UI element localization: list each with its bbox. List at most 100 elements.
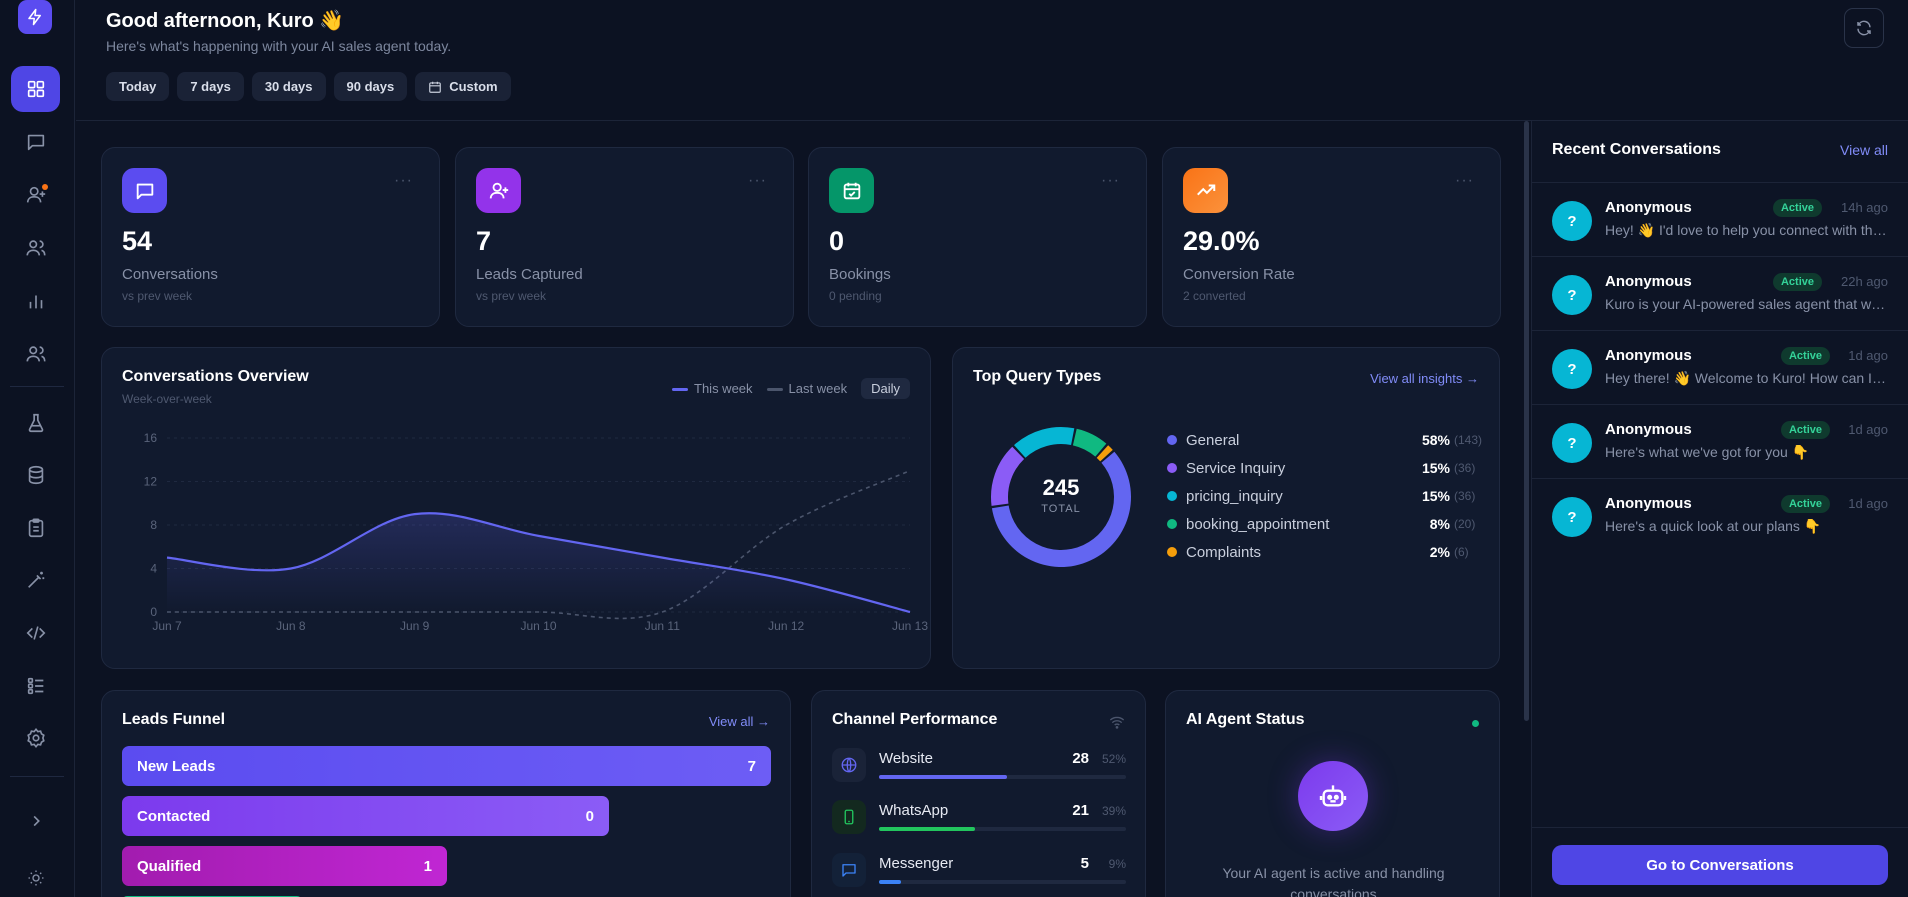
conversation-preview: Hey there! 👋 Welcome to Kuro! How can I …	[1605, 370, 1888, 386]
more-options-icon[interactable]: ···	[748, 172, 767, 189]
sidebar-item-list[interactable]	[11, 663, 60, 709]
donut-slice	[991, 446, 1025, 506]
conversation-item[interactable]: ? Anonymous Active 22h ago Kuro is your AI-p…	[1532, 256, 1908, 330]
funnel-stage[interactable]: Contacted 0	[122, 796, 609, 836]
view-all-insights-link[interactable]: View all insights →	[1370, 371, 1479, 386]
sidebar-item-team[interactable]	[11, 225, 60, 271]
sidebar-item-database[interactable]	[11, 452, 60, 498]
sidebar-item-conversations[interactable]	[11, 119, 60, 165]
conversation-item[interactable]: ? Anonymous Active 1d ago Here's what we've …	[1532, 404, 1908, 478]
range-7days-button[interactable]: 7 days	[177, 72, 244, 101]
x-tick-label: Jun 7	[152, 619, 182, 633]
sidebar-item-contacts[interactable]	[11, 331, 60, 377]
stat-card-conversations[interactable]: ··· 54 Conversations vs prev week	[101, 147, 440, 327]
view-all-leads-link[interactable]: View all →	[708, 714, 770, 729]
channel-progress-track	[879, 880, 1126, 884]
conversation-item[interactable]: ? Anonymous Active 1d ago Hey there! 👋 Welco…	[1532, 330, 1908, 404]
stat-card-leads[interactable]: ··· 7 Leads Captured vs prev week	[455, 147, 794, 327]
card-subtitle: Week-over-week	[122, 392, 212, 406]
channel-progress-track	[879, 827, 1126, 831]
funnel-stage-value: 1	[423, 857, 432, 875]
x-tick-label: Jun 9	[400, 619, 430, 633]
more-options-icon[interactable]: ···	[1101, 172, 1120, 189]
range-90days-button[interactable]: 90 days	[333, 72, 408, 101]
donut-slice	[991, 451, 1131, 567]
x-tick-label: Jun 13	[892, 619, 928, 633]
user-plus-icon	[26, 186, 45, 203]
gear-icon	[26, 727, 45, 749]
theme-toggle-button[interactable]	[11, 856, 60, 897]
conversation-time: 22h ago	[1841, 274, 1888, 289]
magic-wand-icon	[27, 571, 44, 588]
bar-chart-icon	[29, 295, 42, 309]
range-custom-button[interactable]: Custom	[415, 72, 511, 101]
channel-row-website[interactable]: Website 28 52%	[832, 748, 1126, 794]
stat-label: Leads Captured	[476, 266, 583, 283]
query-type-row: Complaints 2% (6)	[1167, 542, 1482, 562]
stat-sub: vs prev week	[122, 289, 193, 303]
granularity-dropdown[interactable]: Daily	[861, 378, 910, 399]
channel-name: Website	[879, 750, 933, 767]
refresh-button[interactable]	[1844, 8, 1884, 48]
conversations-overview-card: Conversations Overview Week-over-week Th…	[101, 347, 931, 669]
channel-row-whatsapp[interactable]: WhatsApp 21 39%	[832, 800, 1126, 846]
card-title: Channel Performance	[832, 711, 998, 728]
sidebar-divider	[10, 776, 64, 777]
sidebar-item-analytics[interactable]	[11, 278, 60, 324]
funnel-stage-value: 7	[747, 757, 756, 775]
more-options-icon[interactable]: ···	[394, 172, 413, 189]
funnel-stage-label: Qualified	[137, 857, 202, 875]
y-tick-label: 0	[150, 605, 157, 619]
donut-total-value: 245	[1042, 475, 1080, 500]
funnel-stage[interactable]: New Leads 7	[122, 746, 771, 786]
stat-sub: 2 converted	[1183, 289, 1246, 303]
y-tick-label: 8	[150, 518, 157, 532]
main-scrollbar[interactable]	[1524, 121, 1529, 721]
conversation-preview: Kuro is your AI-powered sales agent that…	[1605, 296, 1888, 312]
status-badge: Active	[1780, 421, 1830, 439]
notification-dot	[42, 184, 48, 190]
x-tick-label: Jun 10	[520, 619, 556, 633]
conversation-name: Anonymous	[1605, 199, 1692, 216]
sidebar-expand-button[interactable]	[11, 798, 60, 844]
sidebar-item-add-user[interactable]	[11, 172, 60, 218]
stat-card-conversion[interactable]: ··· 29.0% Conversion Rate 2 converted	[1162, 147, 1501, 327]
more-options-icon[interactable]: ···	[1455, 172, 1474, 189]
go-to-conversations-button[interactable]: Go to Conversations	[1552, 845, 1888, 885]
calendar-check-icon	[829, 168, 874, 213]
sidebar-item-lab[interactable]	[11, 400, 60, 446]
funnel-stage[interactable]: Qualified 1	[122, 846, 447, 886]
sidebar-item-clipboard[interactable]	[11, 505, 60, 551]
query-type-count: (36)	[1454, 489, 1476, 503]
sidebar-item-settings[interactable]	[11, 715, 60, 761]
date-range-selector: Today 7 days 30 days 90 days Custom	[106, 72, 511, 101]
channel-name: Messenger	[879, 855, 954, 872]
query-type-row: booking_appointment 8% (20)	[1167, 514, 1482, 534]
sidebar	[0, 0, 75, 897]
query-type-percent: 2%	[1429, 544, 1450, 560]
query-type-percent: 15%	[1421, 460, 1450, 476]
calendar-icon	[429, 81, 442, 93]
sidebar-item-code[interactable]	[11, 610, 60, 656]
message-icon	[122, 168, 167, 213]
sidebar-item-dashboard[interactable]	[11, 66, 60, 112]
status-badge: Active	[1780, 347, 1830, 365]
range-today-button[interactable]: Today	[106, 72, 170, 101]
conversation-item[interactable]: ? Anonymous Active 14h ago Hey! 👋 I'd love t…	[1532, 182, 1908, 256]
series-this-week-line	[166, 512, 911, 614]
list-icon	[27, 677, 43, 695]
sidebar-item-magic[interactable]	[11, 557, 60, 603]
conversation-time: 1d ago	[1848, 496, 1888, 511]
range-30days-button[interactable]: 30 days	[251, 72, 326, 101]
legend-dot	[1167, 463, 1177, 473]
conversation-item[interactable]: ? Anonymous Active 1d ago Here's a quick loo…	[1532, 478, 1908, 552]
status-dot	[1472, 720, 1479, 727]
logo-lightning-icon[interactable]	[18, 0, 52, 34]
stat-card-bookings[interactable]: ··· 0 Bookings 0 pending	[808, 147, 1147, 327]
conversation-time: 1d ago	[1848, 348, 1888, 363]
top-query-types-card: Top Query Types View all insights → 245 …	[952, 347, 1500, 669]
channel-row-messenger[interactable]: Messenger 5 9%	[832, 853, 1126, 897]
conversation-name: Anonymous	[1605, 273, 1692, 290]
x-tick-label: Jun 8	[276, 619, 306, 633]
view-all-conversations-link[interactable]: View all	[1840, 142, 1888, 158]
